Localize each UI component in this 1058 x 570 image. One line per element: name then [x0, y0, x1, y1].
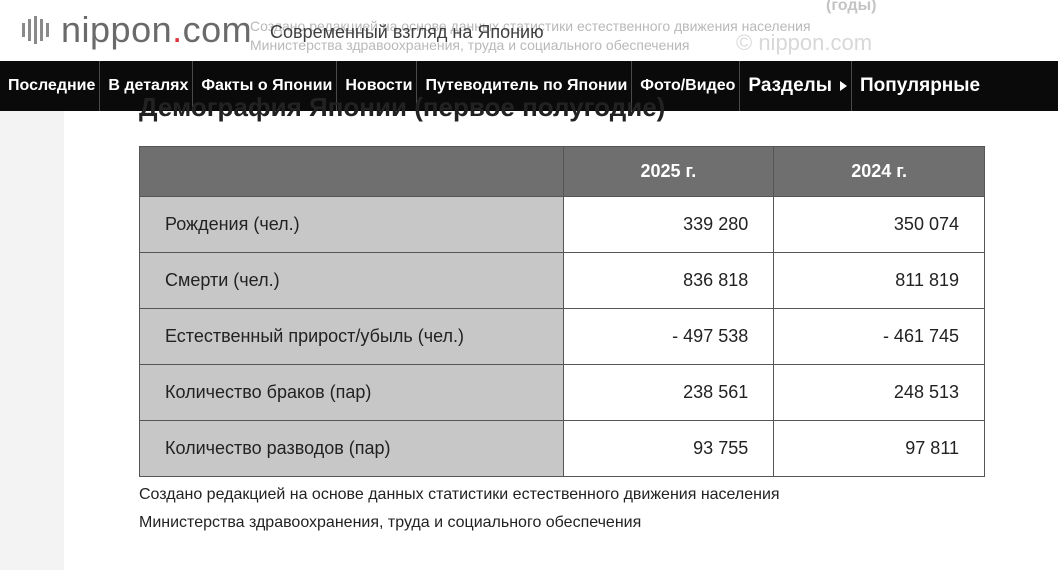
site-header: nippon.com Современный взгляд на Японию …: [0, 0, 1058, 60]
section-title: Демография Японии (первое полугодие): [139, 92, 666, 122]
table-row: Количество разводов (пар) 93 755 97 811: [139, 420, 985, 477]
value-2024: 248 513: [773, 364, 985, 421]
logo-wordmark: nippon.com: [61, 9, 253, 50]
table-header-2024: 2024 г.: [773, 146, 985, 197]
faded-source-line-2: Министерства здравоохранения, труда и со…: [250, 37, 690, 53]
value-2025: - 497 538: [562, 308, 775, 365]
table-row: Рождения (чел.) 339 280 350 074: [139, 196, 985, 253]
site-logo[interactable]: nippon.com: [22, 12, 252, 48]
source-note-line-1: Создано редакцией на основе данных стати…: [139, 486, 780, 503]
sections-label: Разделы: [748, 75, 832, 96]
nav-item-sections[interactable]: Разделы: [740, 61, 852, 111]
nav-item-news[interactable]: Новости: [337, 61, 418, 111]
value-2025: 339 280: [562, 196, 775, 253]
table-row: Естественный прирост/убыль (чел.) - 497 …: [139, 308, 985, 365]
nav-item-photo-video[interactable]: Фото/Видео: [632, 61, 741, 111]
table-row: Количество браков (пар) 238 561 248 513: [139, 364, 985, 421]
logo-bars-icon: [22, 16, 49, 44]
value-2024: 811 819: [773, 252, 985, 309]
value-2024: 97 811: [773, 420, 985, 477]
table-header-empty: [139, 146, 564, 197]
faded-brand-watermark: © nippon.com: [736, 30, 873, 55]
table-header-row: 2025 г. 2024 г.: [139, 146, 985, 197]
left-gutter: [0, 110, 64, 570]
nav-item-latest[interactable]: Последние: [0, 61, 101, 111]
caret-right-icon: [839, 81, 847, 91]
value-2025: 238 561: [562, 364, 775, 421]
value-2024: - 461 745: [773, 308, 985, 365]
value-2024: 350 074: [773, 196, 985, 253]
value-2025: 836 818: [562, 252, 775, 309]
row-label: Количество браков (пар): [139, 364, 564, 421]
row-label: Рождения (чел.): [139, 196, 564, 253]
nav-item-popular[interactable]: Популярные: [859, 75, 981, 96]
source-note-line-2: Министерства здравоохранения, труда и со…: [139, 514, 642, 531]
row-label: Естественный прирост/убыль (чел.): [139, 308, 564, 365]
table-header-2025: 2025 г.: [562, 146, 775, 197]
main-nav: Последние В деталях Факты о Японии Новос…: [0, 61, 1058, 111]
row-label: Количество разводов (пар): [139, 420, 564, 477]
row-label: Смерти (чел.): [139, 252, 564, 309]
source-note: Создано редакцией на основе данных стати…: [139, 481, 780, 537]
table-row: Смерти (чел.) 836 818 811 819: [139, 252, 985, 309]
faded-years-label: (годы): [826, 0, 877, 14]
nav-item-japan-facts[interactable]: Факты о Японии: [193, 61, 338, 111]
demography-table: 2025 г. 2024 г. Рождения (чел.) 339 280 …: [139, 146, 985, 477]
nav-item-in-depth[interactable]: В деталях: [100, 61, 194, 111]
nav-item-japan-guide[interactable]: Путеводитель по Японии: [417, 61, 633, 111]
site-tagline: Современный взгляд на Японию: [270, 22, 544, 42]
faded-source-line-1: Создано редакцией на основе данных стати…: [250, 18, 811, 34]
value-2025: 93 755: [562, 420, 775, 477]
